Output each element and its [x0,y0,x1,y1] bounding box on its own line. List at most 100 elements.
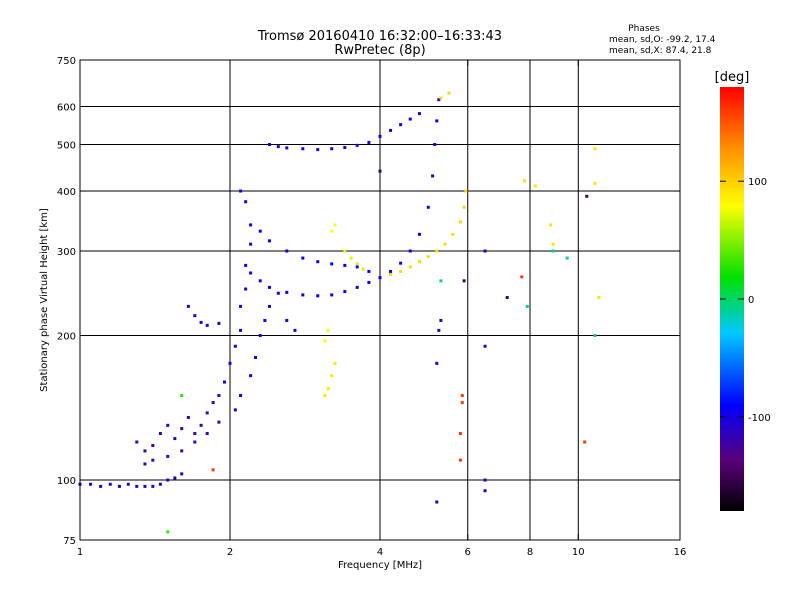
data-point [349,256,353,260]
data-point [166,478,170,482]
x-tick-label: 6 [465,547,471,558]
data-point [276,291,280,295]
data-point [199,423,203,427]
y-tick-label: 300 [57,247,76,258]
data-point [217,394,221,398]
data-point [343,249,347,253]
data-point [151,444,155,448]
data-point [343,145,347,149]
data-point [211,468,215,472]
data-point [301,293,305,297]
data-point [285,290,289,294]
data-point [193,440,197,444]
data-point [285,146,289,150]
data-point [549,223,553,227]
data-point [244,200,248,204]
colorbar-tick-label: 100 [748,177,767,188]
data-point [433,143,437,147]
data-point [244,263,248,267]
data-point [460,394,464,398]
data-point [389,273,393,277]
data-points [78,91,601,534]
data-point [435,119,439,123]
data-point [249,242,253,246]
data-point [316,294,320,298]
data-point [223,380,227,384]
data-point [389,269,393,273]
data-point [330,293,334,297]
data-point [180,427,184,431]
data-point [417,260,421,264]
data-point [447,91,451,95]
data-point [193,432,197,436]
data-point [431,174,435,178]
data-point [151,458,155,462]
data-point [267,143,271,147]
data-point [417,232,421,236]
y-tick-label: 400 [57,187,76,198]
data-point [523,179,527,183]
data-point [367,280,371,284]
data-point [173,437,177,441]
data-point [458,220,462,224]
data-point [462,205,466,209]
data-point [330,229,334,233]
data-point [285,318,289,322]
data-point [355,143,359,147]
data-point [464,189,468,193]
data-point [99,484,103,488]
data-point [244,287,248,291]
data-point [158,482,162,486]
data-point [437,328,441,332]
data-point [565,256,569,260]
data-point [399,123,403,127]
data-point [505,296,509,300]
data-point [258,279,262,283]
data-point [551,249,555,253]
data-point [301,147,305,151]
data-point [483,489,487,493]
data-point [439,318,443,322]
y-tick-label: 600 [57,103,76,114]
data-point [333,361,337,365]
data-point [126,482,130,486]
data-point [343,263,347,267]
data-point [355,262,359,266]
colorbar-tick-label: -100 [748,413,771,424]
data-point [399,269,403,273]
data-point [326,387,330,391]
data-point [483,249,487,253]
colorbar-label: [deg] [715,70,750,85]
data-point [593,181,597,185]
x-axis-label: Frequency [MHz] [338,560,422,571]
data-point [166,530,170,534]
data-point [217,420,221,424]
x-tick-label: 8 [527,547,533,558]
y-tick-label: 500 [57,141,76,152]
y-tick-label: 100 [57,476,76,487]
data-point [258,229,262,233]
data-point [267,285,271,289]
data-point [193,314,197,318]
data-point [323,394,327,398]
data-point [180,449,184,453]
data-point [239,304,243,308]
data-point [316,148,320,152]
data-point [267,239,271,243]
data-point [151,484,155,488]
data-point [205,432,209,436]
data-point [173,476,177,480]
data-point [205,411,209,415]
data-point [249,223,253,227]
data-point [408,249,412,253]
data-point [378,169,382,173]
data-point [330,374,334,378]
data-point [451,232,455,236]
stats-heading: Phases [628,24,660,34]
data-point [205,323,209,327]
data-point [330,147,334,151]
stats-x: mean, sd,X: 87.4, 21.8 [609,46,712,56]
data-point [316,260,320,264]
data-point [426,255,430,259]
